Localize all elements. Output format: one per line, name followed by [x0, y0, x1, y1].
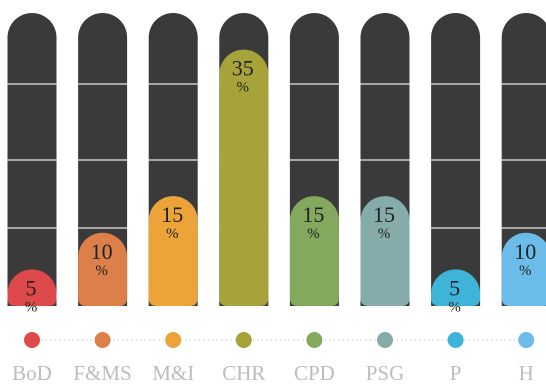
bar: [219, 49, 269, 306]
bar-unit-label: %: [307, 226, 320, 242]
category-label: BoD: [12, 361, 52, 385]
category-label: CPD: [294, 361, 335, 385]
legend-dot: [94, 332, 111, 348]
bar-unit-label: %: [378, 226, 391, 242]
bar-unit-label: %: [166, 226, 179, 242]
bar-unit-label: %: [95, 263, 108, 279]
bar: [148, 196, 198, 306]
category-label: CHR: [222, 361, 265, 385]
bar: [501, 232, 546, 306]
bar-fills: [7, 49, 546, 306]
bar: [360, 196, 410, 306]
bar-value-label: 35: [232, 56, 254, 81]
value-labels: 5%10%15%35%15%15%5%10%: [25, 56, 536, 316]
category-label: PSG: [366, 361, 405, 385]
bar-value-label: 5: [26, 275, 37, 300]
bar-value-label: 15: [373, 202, 395, 227]
bar-unit-label: %: [519, 263, 532, 279]
legend-dot: [518, 332, 535, 348]
bar: [289, 196, 339, 306]
bar-value-label: 15: [161, 202, 183, 227]
legend-dot: [165, 332, 182, 348]
bar-value-label: 10: [91, 239, 113, 264]
legend-dot: [235, 332, 252, 348]
legend-dot: [447, 332, 464, 348]
category-label: H: [519, 361, 534, 385]
bar: [7, 269, 57, 306]
category-legend: [24, 332, 535, 348]
legend-dot: [306, 332, 323, 348]
legend-dot: [24, 332, 40, 348]
legend-dot: [377, 332, 393, 348]
bar: [78, 232, 128, 306]
bar-value-label: 5: [449, 275, 460, 300]
category-label: P: [450, 361, 462, 385]
category-label: F&MS: [73, 361, 131, 385]
bar: [431, 269, 481, 306]
bar-value-label: 10: [514, 239, 536, 264]
bar-unit-label: %: [448, 299, 461, 315]
bar-unit-label: %: [237, 80, 250, 96]
category-labels: BoD F&MS M&I CHR CPD PSG P H: [12, 361, 534, 385]
bar-unit-label: %: [25, 299, 38, 315]
category-label: M&I: [152, 361, 194, 385]
bar-value-label: 15: [302, 202, 324, 227]
